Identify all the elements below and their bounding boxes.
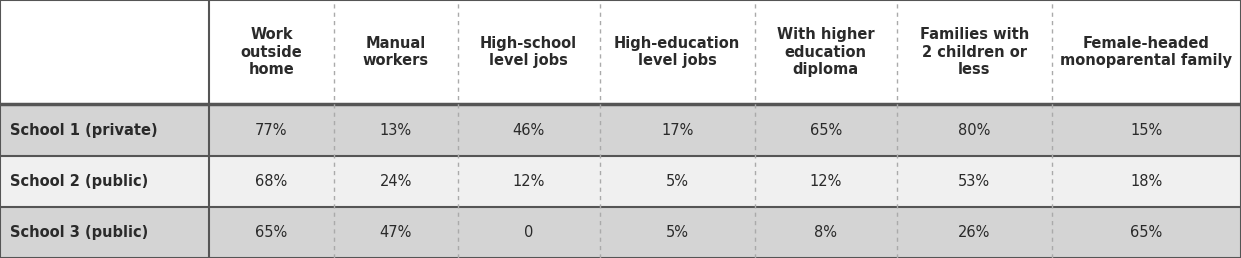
Text: High-education
level jobs: High-education level jobs [614,36,741,68]
Text: High-school
level jobs: High-school level jobs [480,36,577,68]
Text: Work
outside
home: Work outside home [241,27,303,77]
Text: 46%: 46% [513,123,545,138]
Text: Manual
workers: Manual workers [362,36,428,68]
Text: 18%: 18% [1131,174,1163,189]
Text: Families with
2 children or
less: Families with 2 children or less [920,27,1029,77]
Text: 5%: 5% [665,225,689,240]
Text: 24%: 24% [380,174,412,189]
Text: 80%: 80% [958,123,990,138]
Text: 0: 0 [524,225,534,240]
Text: 15%: 15% [1131,123,1163,138]
Text: 65%: 65% [809,123,841,138]
Text: 12%: 12% [809,174,841,189]
Text: 5%: 5% [665,174,689,189]
Bar [0,0,1241,104]
Text: 77%: 77% [256,123,288,138]
Text: School 1 (private): School 1 (private) [10,123,158,138]
Text: 65%: 65% [1131,225,1163,240]
Bar [0,207,1241,258]
Bar [0,104,1241,156]
Text: 13%: 13% [380,123,412,138]
Text: Female-headed
monoparental family: Female-headed monoparental family [1061,36,1232,68]
Text: 8%: 8% [814,225,838,240]
Text: School 3 (public): School 3 (public) [10,225,148,240]
Bar [0,156,1241,207]
Text: 26%: 26% [958,225,990,240]
Text: With higher
education
diploma: With higher education diploma [777,27,875,77]
Text: 53%: 53% [958,174,990,189]
Text: 47%: 47% [380,225,412,240]
Text: School 2 (public): School 2 (public) [10,174,148,189]
Text: 68%: 68% [256,174,288,189]
Text: 12%: 12% [513,174,545,189]
Text: 17%: 17% [661,123,694,138]
Text: 65%: 65% [256,225,288,240]
